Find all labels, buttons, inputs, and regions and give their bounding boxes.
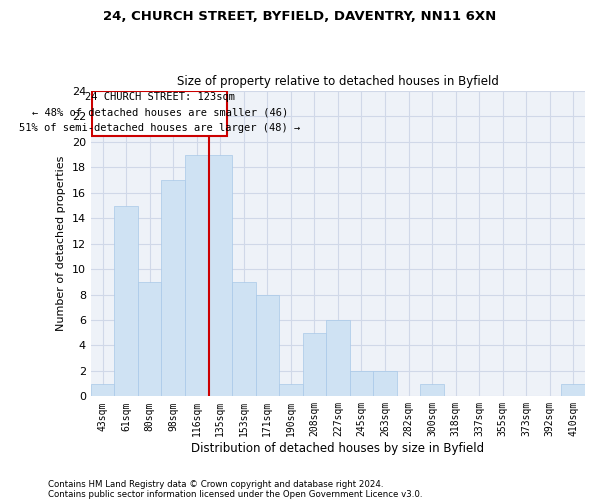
FancyBboxPatch shape	[92, 91, 227, 136]
Bar	[373, 371, 397, 396]
Bar	[115, 206, 138, 396]
Bar	[562, 384, 585, 396]
Bar	[161, 180, 185, 396]
Text: Contains HM Land Registry data © Crown copyright and database right 2024.: Contains HM Land Registry data © Crown c…	[48, 480, 383, 489]
Bar	[232, 282, 256, 397]
Bar	[420, 384, 444, 396]
Y-axis label: Number of detached properties: Number of detached properties	[56, 156, 66, 332]
X-axis label: Distribution of detached houses by size in Byfield: Distribution of detached houses by size …	[191, 442, 484, 455]
Text: 51% of semi-detached houses are larger (48) →: 51% of semi-detached houses are larger (…	[19, 123, 301, 133]
Bar	[279, 384, 302, 396]
Text: Contains public sector information licensed under the Open Government Licence v3: Contains public sector information licen…	[48, 490, 422, 499]
Text: 24 CHURCH STREET: 123sqm: 24 CHURCH STREET: 123sqm	[85, 92, 235, 102]
Title: Size of property relative to detached houses in Byfield: Size of property relative to detached ho…	[177, 76, 499, 88]
Bar	[350, 371, 373, 396]
Bar	[185, 154, 209, 396]
Bar	[209, 154, 232, 396]
Bar	[138, 282, 161, 397]
Bar	[256, 294, 279, 396]
Text: ← 48% of detached houses are smaller (46): ← 48% of detached houses are smaller (46…	[32, 108, 288, 118]
Text: 24, CHURCH STREET, BYFIELD, DAVENTRY, NN11 6XN: 24, CHURCH STREET, BYFIELD, DAVENTRY, NN…	[103, 10, 497, 23]
Bar	[91, 384, 115, 396]
Bar	[302, 332, 326, 396]
Bar	[326, 320, 350, 396]
